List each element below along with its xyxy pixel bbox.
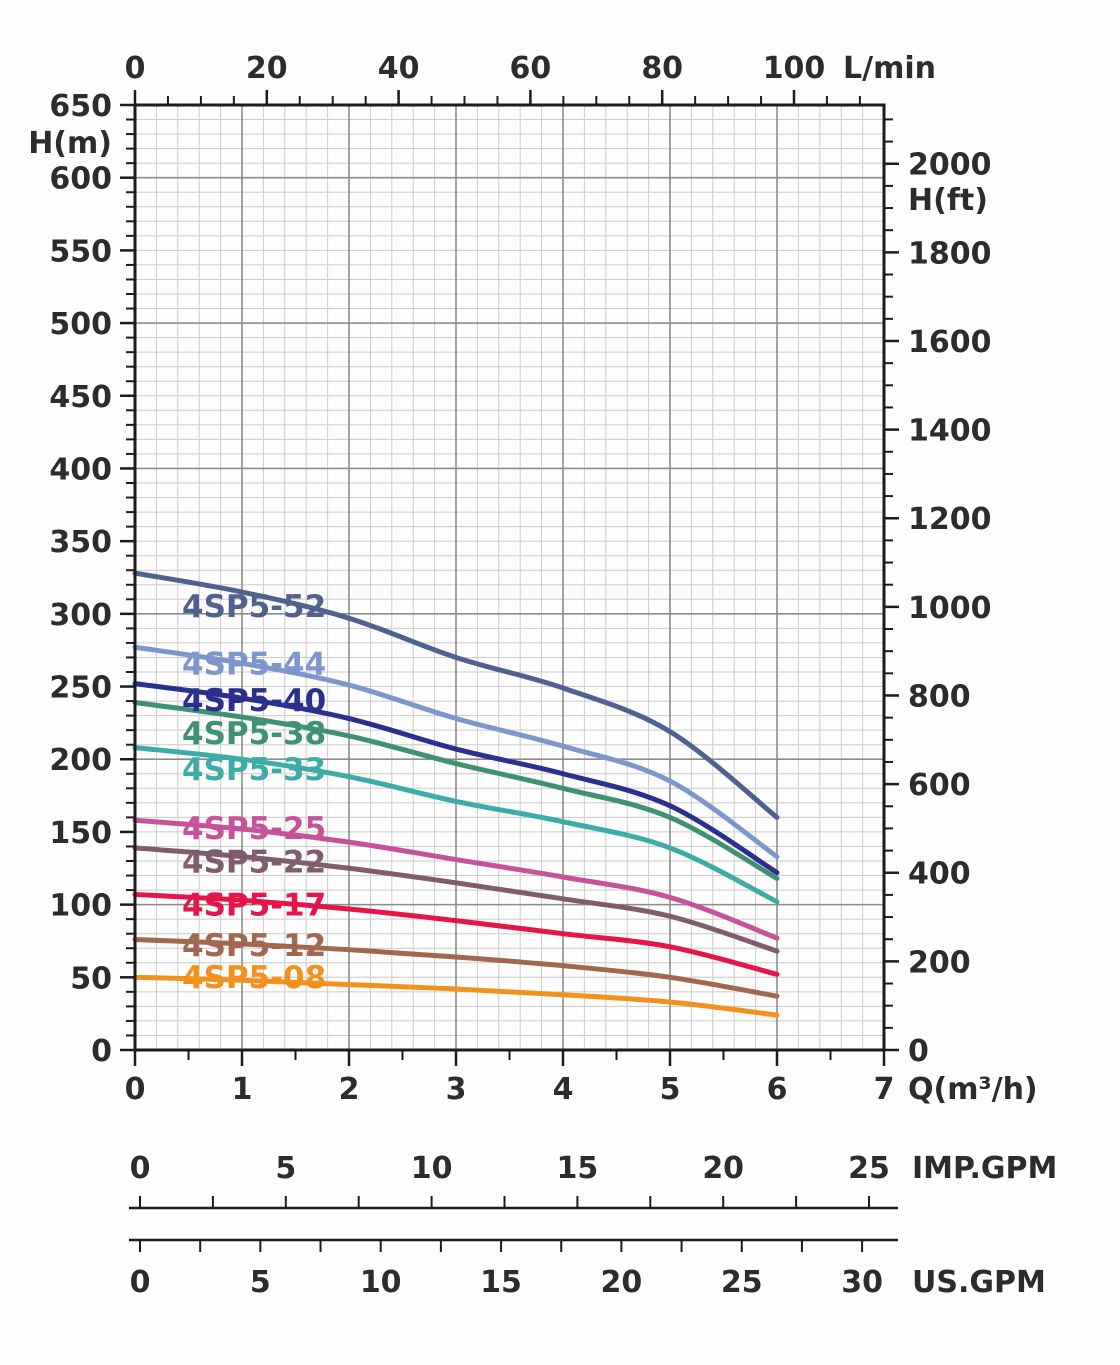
left-axis-tick-label: 300: [49, 598, 112, 633]
curve-4SP5-25: [132, 817, 780, 941]
left-axis-tick-label: 0: [91, 1034, 112, 1069]
imp-gpm-tick-label: 25: [848, 1151, 890, 1186]
bottom-axis-tick-label: 6: [767, 1072, 788, 1107]
bottom-axis-tick-label: 7: [874, 1072, 895, 1107]
imp-gpm-unit: IMP.GPM: [912, 1151, 1057, 1186]
left-axis-tick-label: 600: [49, 162, 112, 197]
imp-gpm-tick-label: 20: [702, 1151, 744, 1186]
curve-4SP5-52: [132, 570, 780, 820]
top-axis-tick-label: 0: [125, 51, 146, 86]
us-gpm-tick-label: 25: [721, 1265, 763, 1300]
curve-label-4SP5-12: 4SP5-12: [182, 928, 326, 964]
us-gpm-unit: US.GPM: [912, 1265, 1046, 1300]
right-axis-tick-label: 400: [908, 857, 971, 892]
top-axis-tick-label: 80: [641, 51, 683, 86]
left-axis-tick-label: 500: [49, 307, 112, 342]
imp-gpm-tick-label: 0: [130, 1151, 151, 1186]
imp-gpm-tick-label: 10: [411, 1151, 453, 1186]
left-axis-tick-label: 150: [49, 816, 112, 851]
curve-label-4SP5-08: 4SP5-08: [182, 960, 326, 996]
bottom-axis-tick-label: 0: [125, 1072, 146, 1107]
top-axis-tick-label: 100: [763, 51, 826, 86]
curve-label-4SP5-17: 4SP5-17: [182, 887, 326, 923]
left-axis-tick-label: 50: [70, 961, 112, 996]
us-gpm-tick-label: 5: [250, 1265, 271, 1300]
curve-4SP5-12: [132, 937, 780, 999]
us-gpm-tick-label: 15: [480, 1265, 522, 1300]
us-gpm-tick-label: 30: [841, 1265, 883, 1300]
right-axis-tick-label: 1200: [908, 502, 992, 537]
curve-4SP5-38: [132, 700, 780, 881]
left-axis-tick-label: 350: [49, 525, 112, 560]
top-axis-tick-label: 40: [378, 51, 420, 86]
curve-4SP5-44: [132, 644, 780, 860]
bottom-axis-tick-label: 2: [339, 1072, 360, 1107]
imp-gpm-tick-label: 5: [275, 1151, 296, 1186]
curve-4SP5-17: [132, 891, 780, 977]
curve-label-4SP5-22: 4SP5-22: [182, 845, 326, 881]
right-axis-tick-label: 1400: [908, 414, 992, 449]
curve-label-4SP5-25: 4SP5-25: [182, 811, 326, 847]
top-axis-unit: L/min: [843, 51, 936, 86]
left-axis-tick-label: 250: [49, 671, 112, 706]
us-gpm-tick-label: 0: [130, 1265, 151, 1300]
bottom-axis-tick-label: 4: [553, 1072, 574, 1107]
bottom-axis-tick-label: 5: [660, 1072, 681, 1107]
left-axis-unit: H(m): [28, 126, 112, 161]
curve-label-4SP5-40: 4SP5-40: [182, 683, 326, 719]
bottom-axis-tick-label: 3: [446, 1072, 467, 1107]
right-axis-tick-label: 1800: [908, 236, 992, 271]
curve-label-4SP5-33: 4SP5-33: [182, 752, 326, 788]
us-gpm-tick-label: 10: [360, 1265, 402, 1300]
us-gpm-tick-label: 20: [601, 1265, 643, 1300]
top-axis-tick-label: 20: [246, 51, 288, 86]
curve-4SP5-22: [132, 845, 780, 954]
right-axis-unit: H(ft): [908, 183, 988, 218]
imp-gpm-tick-label: 15: [557, 1151, 599, 1186]
right-axis-tick-label: 1600: [908, 325, 992, 360]
left-axis-tick-label: 100: [49, 889, 112, 924]
curve-4SP5-33: [132, 745, 780, 905]
left-axis-tick-label: 650: [49, 89, 112, 124]
bottom-axis-unit: Q(m³/h): [908, 1072, 1038, 1107]
curve-4SP5-40: [132, 681, 780, 876]
left-axis-tick-label: 400: [49, 452, 112, 487]
curve-4SP5-08: [132, 974, 780, 1018]
right-axis-tick-label: 2000: [908, 148, 992, 183]
right-axis-tick-label: 800: [908, 679, 971, 714]
top-axis-tick-label: 60: [510, 51, 552, 86]
right-axis-tick-label: 1000: [908, 591, 992, 626]
left-axis-tick-label: 200: [49, 743, 112, 778]
bottom-axis-tick-label: 1: [232, 1072, 253, 1107]
right-axis-tick-label: 200: [908, 945, 971, 980]
curve-label-4SP5-38: 4SP5-38: [182, 716, 326, 752]
left-axis-tick-label: 450: [49, 380, 112, 415]
curve-label-4SP5-52: 4SP5-52: [182, 589, 326, 625]
right-axis-tick-label: 600: [908, 768, 971, 803]
curve-label-4SP5-44: 4SP5-44: [182, 646, 326, 682]
right-axis-tick-label: 0: [908, 1034, 929, 1069]
left-axis-tick-label: 550: [49, 234, 112, 269]
